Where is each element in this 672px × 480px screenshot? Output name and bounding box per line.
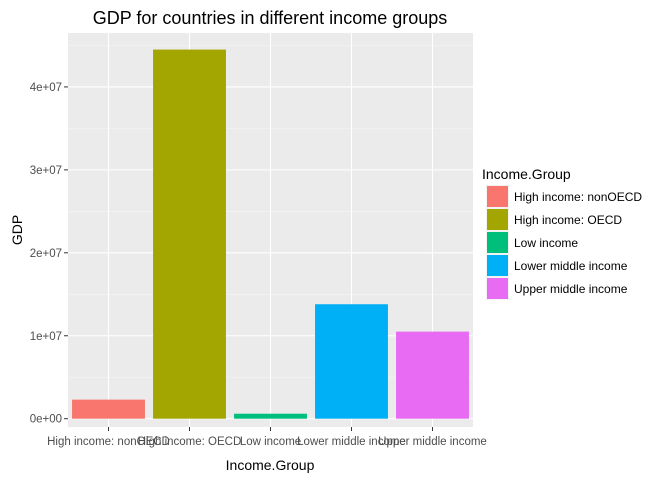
legend-title: Income.Group bbox=[482, 166, 571, 182]
legend-items: High income: nonOECD High income: OECD Low… bbox=[486, 185, 642, 300]
x-tick-label: High income: nonOECD bbox=[47, 436, 170, 448]
x-tick-label: Upper middle income bbox=[378, 436, 487, 448]
legend-swatch bbox=[487, 278, 508, 299]
y-axis-title: GDP bbox=[9, 215, 25, 245]
x-axis-title: Income.Group bbox=[226, 457, 315, 473]
y-axis: 0e+00 1e+07 2e+07 3e+07 4e+07 bbox=[30, 82, 68, 426]
x-tick-label: Lower middle income bbox=[297, 436, 406, 448]
bar bbox=[72, 399, 145, 419]
legend-swatch bbox=[487, 186, 508, 207]
x-tick-label: Low income bbox=[240, 436, 301, 448]
x-tick-label: High income: OECD bbox=[138, 436, 242, 448]
y-tick-label: 2e+07 bbox=[30, 248, 62, 260]
legend-swatch bbox=[487, 209, 508, 230]
y-tick-label: 3e+07 bbox=[30, 165, 62, 177]
legend-label: Lower middle income bbox=[514, 259, 628, 273]
y-tick-label: 1e+07 bbox=[30, 331, 62, 343]
bar bbox=[234, 413, 307, 419]
bar bbox=[315, 304, 388, 419]
y-tick-label: 4e+07 bbox=[30, 82, 62, 94]
bar bbox=[153, 49, 226, 419]
chart-title: GDP for countries in different income gr… bbox=[93, 8, 448, 28]
legend-label: Low income bbox=[514, 236, 578, 250]
legend-swatch bbox=[487, 255, 508, 276]
legend-label: High income: OECD bbox=[514, 213, 622, 227]
legend-swatch bbox=[487, 232, 508, 253]
y-tick-label: 0e+00 bbox=[30, 414, 62, 426]
legend-label: High income: nonOECD bbox=[514, 190, 642, 204]
bar bbox=[396, 331, 469, 419]
bars bbox=[72, 49, 469, 419]
legend-label: Upper middle income bbox=[514, 282, 628, 296]
grid-lines bbox=[68, 33, 473, 427]
